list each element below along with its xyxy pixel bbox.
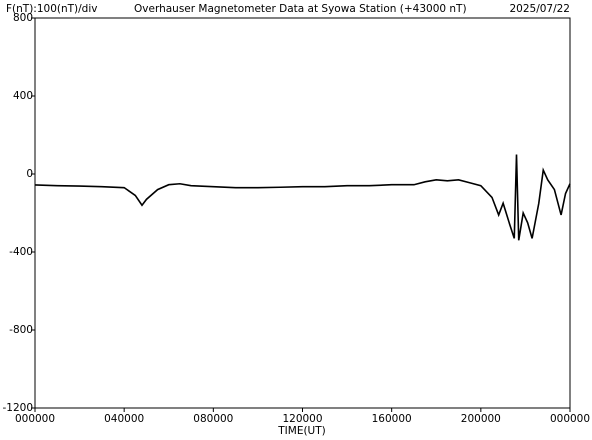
x-tick-label: 160000	[372, 413, 412, 425]
chart-title: Overhauser Magnetometer Data at Syowa St…	[134, 3, 467, 15]
x-tick-label: 000000	[15, 413, 55, 425]
data-line	[34, 154, 571, 241]
x-tick-label: 120000	[282, 413, 322, 425]
x-tick-label: 200000	[461, 413, 501, 425]
scale-note: F(nT):100(nT)/div	[6, 3, 97, 15]
y-tick-label: 800	[13, 12, 33, 24]
plot-frame	[34, 17, 571, 409]
x-tick-label: 080000	[193, 413, 233, 425]
y-tick-label: -1200	[2, 402, 33, 414]
y-tick-label: -400	[9, 246, 33, 258]
y-tick-label: 0	[26, 168, 33, 180]
x-tick-label: 000000	[550, 413, 590, 425]
y-tick-label: -800	[9, 324, 33, 336]
x-axis-label: TIME(UT)	[277, 425, 326, 437]
y-tick-label: 400	[13, 90, 33, 102]
date: 2025/07/22	[509, 3, 570, 15]
x-tick-label: 040000	[104, 413, 144, 425]
